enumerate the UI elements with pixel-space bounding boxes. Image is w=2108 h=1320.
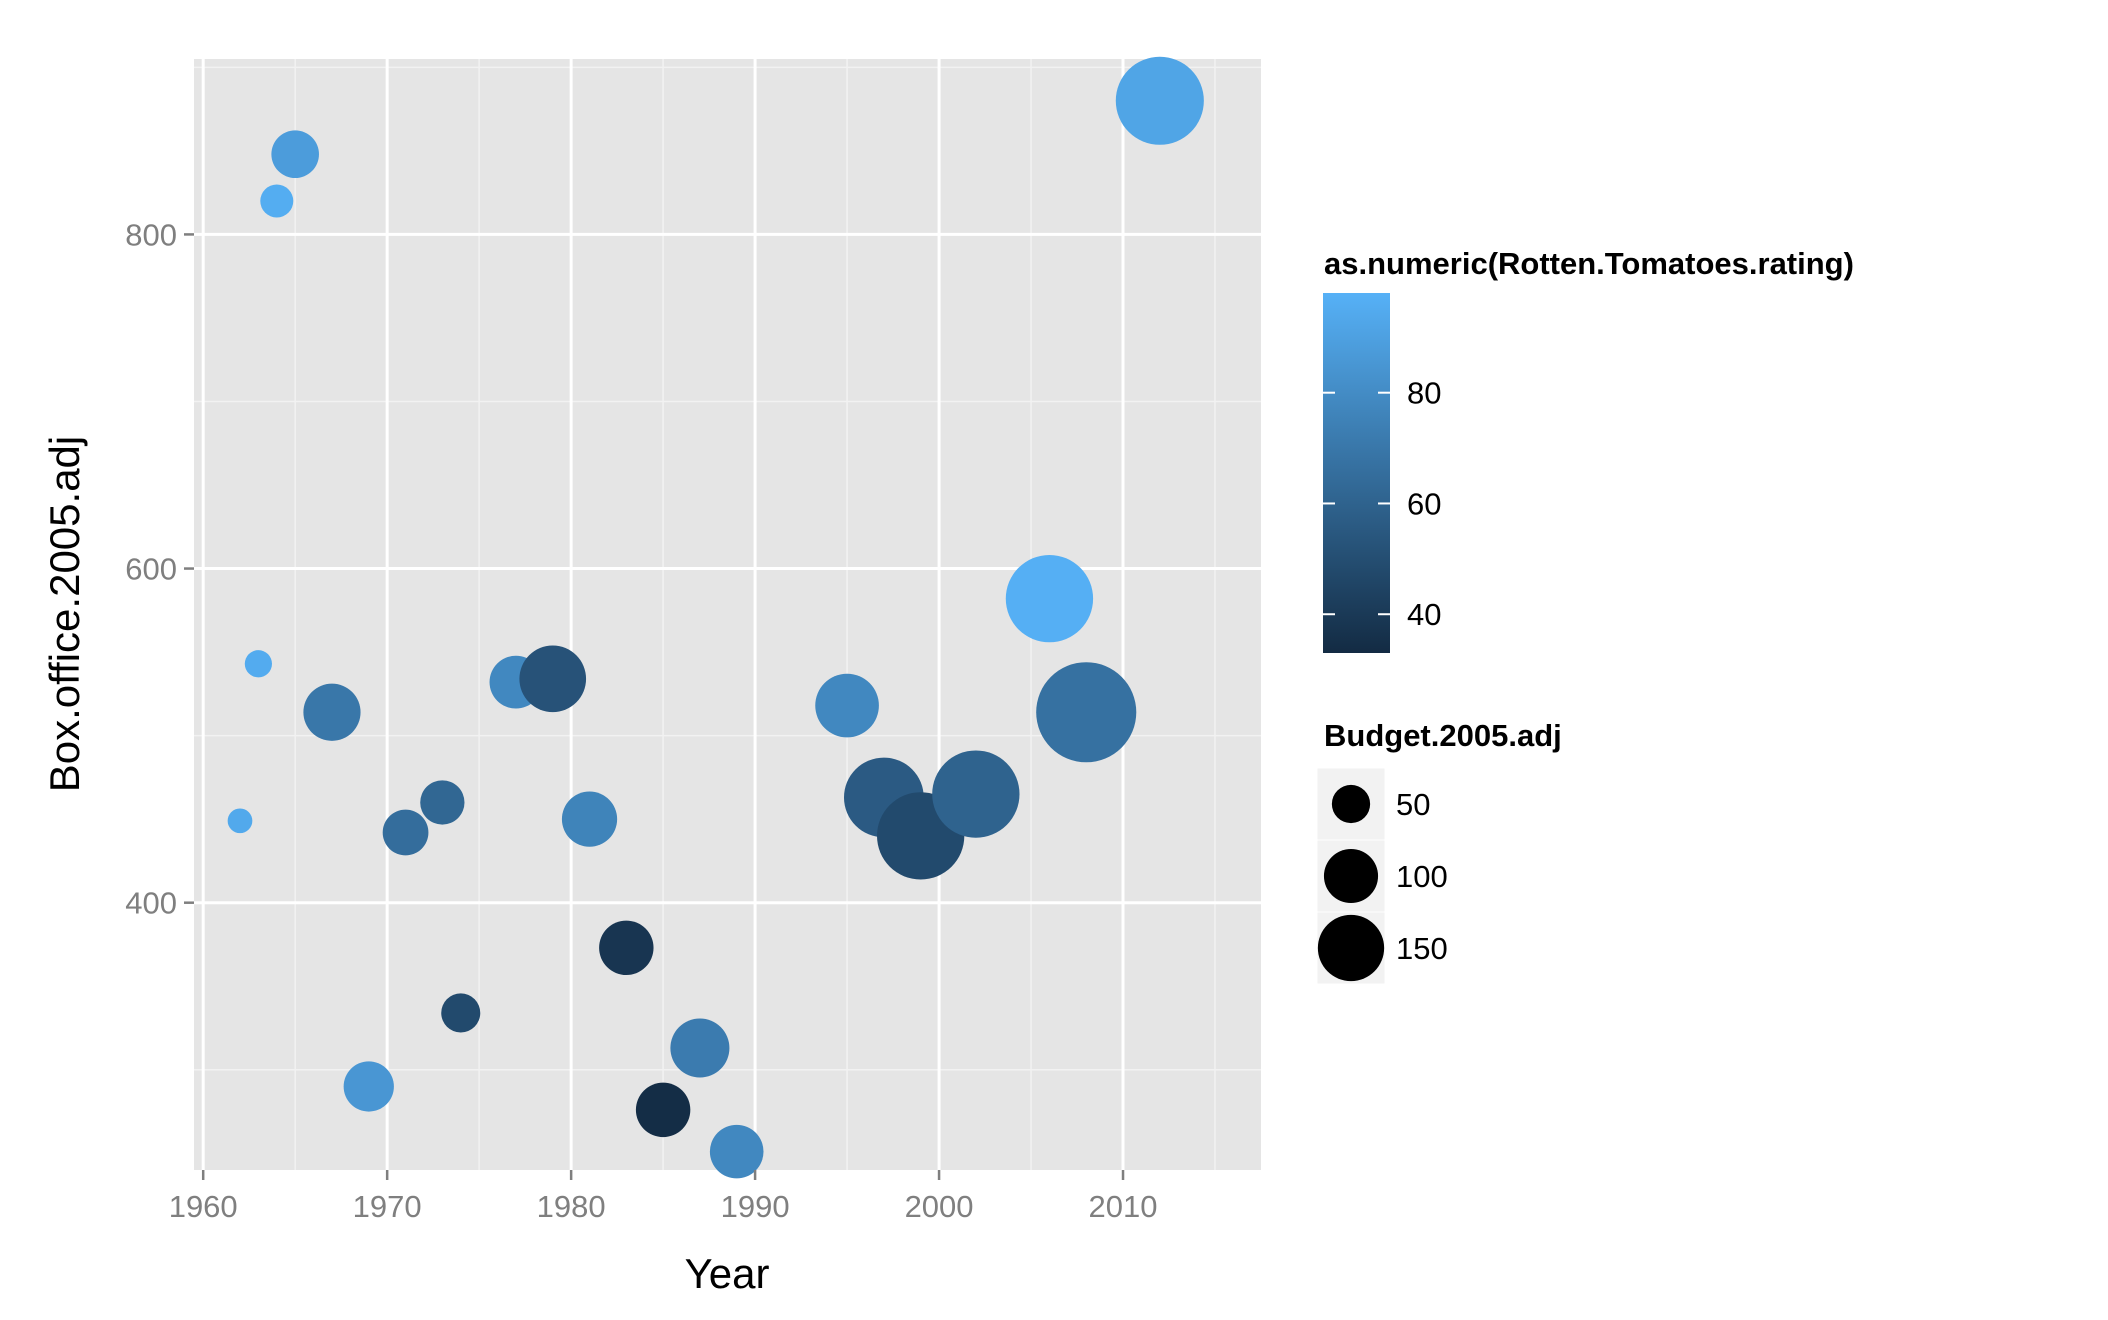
data-point — [244, 650, 272, 678]
x-axis-tick-labels: 1960 1970 1980 1990 2000 2010 — [169, 1189, 1158, 1224]
data-point — [441, 993, 481, 1033]
data-point — [709, 1124, 764, 1179]
data-point — [670, 1018, 730, 1078]
data-point — [303, 683, 361, 741]
x-axis-tick-label: 1960 — [169, 1189, 238, 1224]
colorbar-tick-label: 80 — [1407, 376, 1441, 411]
size-legend: Budget.2005.adj 50 100 150 — [1316, 718, 1562, 985]
data-point — [343, 1061, 394, 1112]
size-legend-key-label: 150 — [1396, 931, 1448, 966]
colorbar-tick-label: 40 — [1407, 597, 1441, 632]
size-legend-key-dot — [1331, 784, 1371, 824]
data-point — [635, 1082, 691, 1138]
x-axis-tick-label: 1970 — [353, 1189, 422, 1224]
y-axis-tick-label: 600 — [125, 552, 177, 587]
x-axis-tick-label: 2010 — [1089, 1189, 1158, 1224]
data-point — [932, 750, 1020, 838]
y-axis-title: Box.office.2005.adj — [41, 436, 88, 793]
x-axis-tick-label: 1990 — [721, 1189, 790, 1224]
data-point — [815, 673, 879, 738]
colorbar-tick-label: 60 — [1407, 486, 1441, 521]
y-axis-tick-labels: 400 600 800 — [125, 217, 177, 920]
plot-panel — [194, 59, 1261, 1170]
size-legend-key-dot — [1323, 848, 1379, 904]
data-point — [420, 780, 465, 825]
color-legend-title: as.numeric(Rotten.Tomatoes.rating) — [1324, 246, 1854, 281]
axis-ticks — [184, 233, 1125, 1180]
data-point — [271, 130, 319, 179]
data-point — [599, 920, 654, 976]
size-legend-key-label: 100 — [1396, 859, 1448, 894]
x-axis-title: Year — [685, 1250, 770, 1297]
x-axis-tick-label: 2000 — [905, 1189, 974, 1224]
data-points — [227, 56, 1204, 1179]
data-point — [1005, 554, 1094, 643]
size-legend-key-label: 50 — [1396, 787, 1430, 822]
data-point — [1115, 56, 1204, 145]
size-legend-title: Budget.2005.adj — [1324, 718, 1562, 753]
data-point — [1036, 662, 1137, 763]
x-axis-tick-label: 1980 — [537, 1189, 606, 1224]
color-legend: as.numeric(Rotten.Tomatoes.rating) 40 60 8… — [1323, 246, 1854, 653]
y-axis-tick-label: 800 — [125, 217, 177, 252]
y-axis-tick-label: 400 — [125, 886, 177, 921]
color-legend-colorbar — [1323, 293, 1390, 653]
data-point — [260, 184, 294, 218]
major-gridlines — [194, 59, 1261, 1170]
colorbar-ticks: 40 60 80 — [1323, 376, 1441, 632]
size-legend-keys: 50 100 150 — [1316, 767, 1448, 985]
data-point — [519, 645, 587, 713]
data-point — [382, 809, 429, 856]
size-legend-key-dot — [1317, 914, 1385, 982]
data-point — [227, 808, 253, 834]
data-point — [561, 791, 618, 847]
